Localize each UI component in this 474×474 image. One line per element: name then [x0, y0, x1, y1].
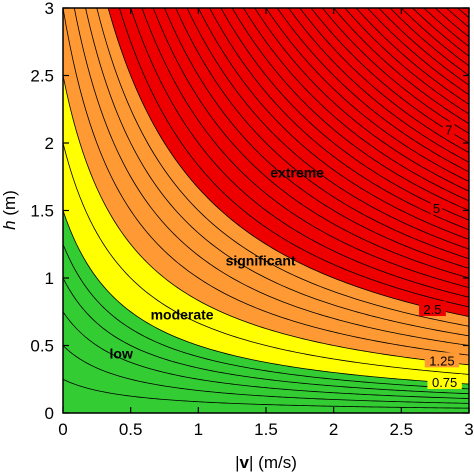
y-axis-label: h (m): [0, 190, 19, 230]
contour-line: [276, 8, 469, 173]
contour-line: [164, 8, 469, 269]
y-axis-label-var: h: [0, 220, 19, 229]
contour-label: 5: [433, 201, 440, 216]
contour-line: [63, 210, 469, 385]
band-moderate: [63, 75, 469, 413]
contour-label: 0.75: [432, 375, 457, 390]
contour-line: [85, 8, 469, 337]
contour-labels: 0.75 1.25 2.5 5 7: [419, 121, 462, 390]
axis-ticks: 0 0.5 1 1.5 2 2.5 3 0 0.5 1 1.5 2 2.5 3: [30, 0, 473, 439]
x-tick-label: 0: [58, 420, 67, 439]
contour-line: [141, 8, 469, 289]
y-tick-label: 3: [45, 0, 54, 18]
region-label-significant: significant: [226, 252, 296, 268]
contour-line: [333, 8, 469, 125]
contour-label-bg: [424, 352, 460, 368]
contour-line: [107, 8, 469, 317]
x-axis-label-prefix: |: [235, 453, 239, 472]
contour-line: [63, 345, 469, 404]
contour-line: [63, 8, 469, 356]
y-tick-label: 1.5: [30, 202, 54, 221]
contour-line: [254, 8, 469, 192]
x-axis-label-suffix: | (m/s): [249, 453, 297, 472]
contour-line: [468, 8, 469, 9]
contour-label-bg: [442, 121, 455, 137]
contour-line: [63, 75, 469, 366]
region-labels: low moderate significant extreme: [110, 165, 325, 362]
region-label-low: low: [110, 346, 133, 362]
y-tick-label: 2.5: [30, 67, 54, 86]
x-tick-label: 2: [329, 420, 338, 439]
contour-line: [321, 8, 469, 134]
contour-line: [63, 277, 469, 395]
contour-line: [310, 8, 469, 144]
y-tick-label: 0: [45, 404, 54, 423]
contour-line: [130, 8, 469, 298]
contour-line: [265, 8, 469, 182]
contour-line: [175, 8, 469, 260]
contour-line: [73, 8, 469, 346]
contour-line: [96, 8, 469, 327]
contour-line: [378, 8, 469, 86]
contour-label-bg: [419, 301, 446, 317]
x-tick-label: 2.5: [390, 420, 414, 439]
contour-line: [197, 8, 469, 240]
contour-line: [299, 8, 469, 153]
contour-line: [231, 8, 469, 211]
contour-label: 1.25: [429, 353, 454, 368]
y-tick-label: 1: [45, 269, 54, 288]
contour-line: [63, 244, 469, 390]
x-axis-label-var: v: [240, 453, 250, 472]
region-label-extreme: extreme: [270, 165, 324, 181]
x-axis-label: |v| (m/s): [235, 453, 297, 472]
y-tick-label: 2: [45, 134, 54, 153]
contour-line: [209, 8, 469, 231]
contour-label: 2.5: [423, 302, 441, 317]
contour-line: [118, 8, 469, 308]
y-tick-label: 0.5: [30, 337, 54, 356]
contour-line: [152, 8, 469, 279]
x-tick-label: 1: [194, 420, 203, 439]
x-tick-label: 3: [464, 420, 473, 439]
x-tick-label: 0.5: [119, 420, 143, 439]
contour-line: [186, 8, 469, 250]
contour-label-bg: [427, 373, 462, 389]
contour-line: [344, 8, 469, 115]
contour-line: [355, 8, 469, 105]
contour-label: 7: [445, 123, 452, 138]
contour-lines: [63, 8, 469, 409]
contour-line: [366, 8, 469, 96]
band-low: [63, 210, 469, 413]
contour-line: [63, 311, 469, 399]
y-axis-label-suffix: (m): [0, 190, 19, 220]
region-label-moderate: moderate: [151, 306, 214, 322]
x-tick-label: 1.5: [254, 420, 278, 439]
contour-line: [288, 8, 469, 163]
contour-line: [242, 8, 469, 202]
contour-label-bg: [430, 199, 443, 215]
contour-line: [220, 8, 469, 221]
contour-line: [63, 142, 469, 375]
contour-line: [389, 8, 469, 76]
